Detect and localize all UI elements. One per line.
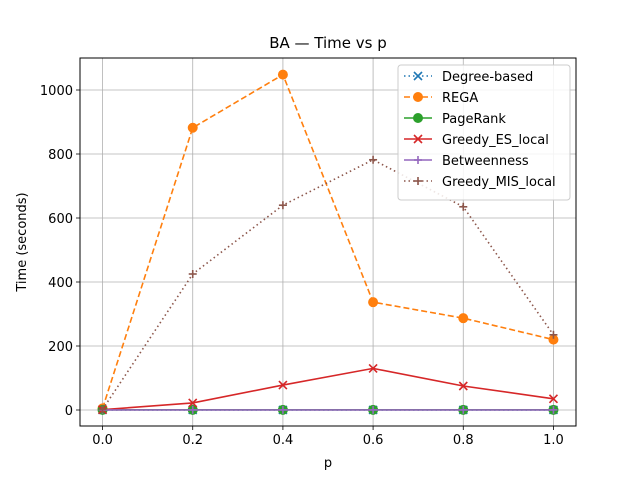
legend-marker	[413, 71, 423, 81]
data-point-greedy-mis-local	[188, 270, 197, 278]
y-axis-ticks: 0 200 400 600 800 1000	[40, 84, 80, 419]
x-tick-label: 0.0	[92, 433, 113, 448]
data-point-betweenness	[188, 405, 197, 414]
x-tick-label: 1.0	[543, 433, 564, 448]
chart-title: BA — Time vs p	[269, 34, 387, 52]
series-line-greedy-es-local	[102, 367, 554, 411]
x-axis-ticks: 0.0 0.2 0.4 0.6 0.8 1.0	[92, 426, 564, 448]
legend-label: Degree-based	[442, 70, 533, 85]
legend-entry-pagerank: PageRank	[404, 112, 506, 127]
data-point-rega	[458, 313, 469, 324]
data-point-greedy-mis-local	[369, 155, 378, 164]
data-point-betweenness	[549, 405, 558, 414]
legend-entry-rega: REGA	[404, 91, 478, 106]
y-tick-label: 200	[48, 340, 73, 355]
y-tick-label: 600	[48, 212, 73, 227]
legend-marker	[413, 134, 423, 144]
x-tick-label: 0.4	[273, 433, 294, 448]
data-point-betweenness	[459, 405, 468, 414]
series-betweenness	[98, 405, 558, 414]
data-point-greedy-es-local	[278, 380, 288, 390]
legend-label: PageRank	[442, 112, 506, 127]
legend-label: Betweenness	[442, 154, 529, 169]
legend-marker	[413, 92, 423, 102]
data-point-greedy-es-local	[368, 363, 378, 373]
data-point-greedy-es-local	[458, 381, 468, 391]
data-point-greedy-mis-local	[278, 201, 287, 210]
legend-entry-degree-based: Degree-based	[404, 70, 533, 85]
y-tick-label: 800	[48, 148, 73, 163]
x-tick-label: 0.8	[453, 433, 474, 448]
legend-marker	[414, 156, 422, 164]
data-point-rega	[187, 122, 198, 133]
series-greedy-mis-local	[98, 155, 558, 414]
series-layer	[97, 69, 559, 415]
plot-area-frame	[79, 57, 577, 427]
x-axis-label: p	[324, 456, 332, 471]
data-point-betweenness	[369, 405, 378, 414]
legend-marker	[414, 177, 422, 185]
legend-entry-greedy-mis-local: Greedy_MIS_local	[404, 175, 556, 190]
data-point-greedy-es-local	[188, 398, 198, 408]
series-greedy-es-local	[97, 363, 559, 415]
data-point-rega	[368, 297, 379, 308]
y-axis-label: Time (seconds)	[15, 192, 30, 292]
legend: Degree-based REGA PageRank Greedy_ES_local B…	[397, 64, 571, 201]
data-point-greedy-es-local	[548, 394, 559, 404]
data-point-greedy-mis-local	[549, 330, 558, 339]
data-point-betweenness	[278, 405, 287, 414]
legend-label: REGA	[442, 91, 478, 106]
legend-entry-greedy-es-local: Greedy_ES_local	[404, 133, 549, 148]
y-tick-label: 1000	[40, 84, 73, 99]
x-tick-label: 0.6	[363, 433, 384, 448]
legend-marker	[413, 113, 423, 123]
y-tick-label: 0	[65, 404, 73, 419]
series-line-rega	[101, 73, 554, 409]
data-point-greedy-mis-local	[459, 202, 468, 211]
legend-label: Greedy_MIS_local	[442, 175, 556, 190]
legend-entry-betweenness: Betweenness	[404, 154, 529, 169]
legend-label: Greedy_ES_local	[442, 133, 549, 148]
legend-box	[397, 64, 571, 201]
y-tick-label: 400	[48, 276, 73, 291]
data-point-greedy-mis-local	[98, 405, 107, 414]
data-point-rega	[277, 69, 288, 80]
x-tick-label: 0.2	[182, 433, 203, 448]
series-line-greedy-mis-local	[101, 158, 555, 410]
